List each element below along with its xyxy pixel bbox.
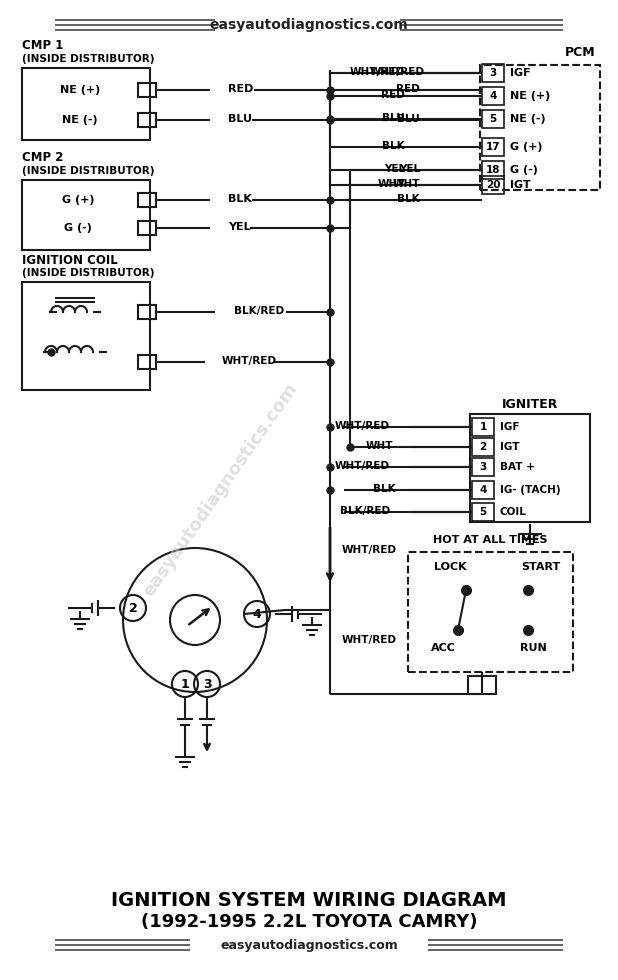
Bar xyxy=(472,503,494,521)
Text: BLK: BLK xyxy=(228,194,252,204)
Text: WHT: WHT xyxy=(392,179,420,189)
Text: RED: RED xyxy=(228,84,253,94)
Text: (INSIDE DISTRIBUTOR): (INSIDE DISTRIBUTOR) xyxy=(22,166,154,176)
Text: G (+): G (+) xyxy=(510,142,543,152)
Text: G (-): G (-) xyxy=(64,223,92,233)
Text: NE (-): NE (-) xyxy=(510,114,546,124)
Text: 4: 4 xyxy=(480,485,487,495)
Bar xyxy=(138,83,156,97)
Text: 20: 20 xyxy=(486,180,500,190)
Text: BLK: BLK xyxy=(397,194,420,204)
Text: WHT/RED: WHT/RED xyxy=(370,67,425,77)
Bar xyxy=(138,355,156,369)
Bar xyxy=(138,221,156,235)
Bar xyxy=(480,65,600,190)
Bar xyxy=(138,305,156,319)
Bar xyxy=(408,552,573,672)
Text: WHT/RED: WHT/RED xyxy=(222,356,277,366)
Text: 2: 2 xyxy=(480,442,486,452)
Text: BAT +: BAT + xyxy=(500,462,535,472)
Bar xyxy=(470,414,590,522)
Text: NE (-): NE (-) xyxy=(62,115,98,125)
Text: WHT/RED: WHT/RED xyxy=(342,545,397,555)
Text: WHT/RED: WHT/RED xyxy=(335,461,390,471)
Text: (INSIDE DISTRIBUTOR): (INSIDE DISTRIBUTOR) xyxy=(22,54,154,64)
Text: BLU: BLU xyxy=(228,114,252,124)
Text: IGNITER: IGNITER xyxy=(502,398,558,411)
Text: 3: 3 xyxy=(489,68,497,78)
Text: IGNITION COIL: IGNITION COIL xyxy=(22,254,118,267)
Text: easyautodiagnostics.com: easyautodiagnostics.com xyxy=(220,939,398,952)
Text: WHT/RED: WHT/RED xyxy=(335,421,390,431)
Text: IGF: IGF xyxy=(500,422,520,432)
Text: G (-): G (-) xyxy=(510,165,538,175)
Text: RED: RED xyxy=(396,84,420,94)
Text: WHT/RED: WHT/RED xyxy=(350,67,405,77)
Bar xyxy=(138,113,156,127)
Bar xyxy=(472,481,494,499)
Text: 3: 3 xyxy=(203,677,211,691)
Text: IGT: IGT xyxy=(510,180,531,190)
Text: 1: 1 xyxy=(180,677,189,691)
Text: IGNITION SYSTEM WIRING DIAGRAM: IGNITION SYSTEM WIRING DIAGRAM xyxy=(111,891,507,909)
Text: easyautodiagnostics.com: easyautodiagnostics.com xyxy=(210,18,408,32)
Text: YEL: YEL xyxy=(399,164,420,174)
Bar xyxy=(482,64,504,82)
Text: NE (+): NE (+) xyxy=(60,85,100,95)
Bar xyxy=(22,282,150,390)
Bar xyxy=(472,458,494,476)
Text: IGT: IGT xyxy=(500,442,520,452)
Text: COIL: COIL xyxy=(500,507,527,517)
Bar xyxy=(138,193,156,207)
Bar xyxy=(22,68,150,140)
Text: 3: 3 xyxy=(480,462,486,472)
Text: 4: 4 xyxy=(253,608,261,620)
Text: YEL: YEL xyxy=(384,164,405,174)
Text: IG- (TACH): IG- (TACH) xyxy=(500,485,561,495)
Text: ACC: ACC xyxy=(431,643,455,653)
Text: PCM: PCM xyxy=(565,46,595,60)
Text: 5: 5 xyxy=(480,507,486,517)
Text: 4: 4 xyxy=(489,91,497,101)
Text: WHT/RED: WHT/RED xyxy=(342,635,397,645)
Text: easyautodiagnostics.com: easyautodiagnostics.com xyxy=(139,380,301,600)
Text: IGF: IGF xyxy=(510,68,531,78)
Text: CMP 2: CMP 2 xyxy=(22,152,64,165)
Text: (1992-1995 2.2L TOYOTA CAMRY): (1992-1995 2.2L TOYOTA CAMRY) xyxy=(141,913,477,931)
Bar xyxy=(482,87,504,105)
Bar xyxy=(472,438,494,456)
Bar xyxy=(482,161,504,179)
Bar xyxy=(472,418,494,436)
Text: G (+): G (+) xyxy=(62,195,95,205)
Text: (INSIDE DISTRIBUTOR): (INSIDE DISTRIBUTOR) xyxy=(22,268,154,278)
Text: CMP 1: CMP 1 xyxy=(22,39,64,53)
Bar xyxy=(482,138,504,156)
Text: HOT AT ALL TIMES: HOT AT ALL TIMES xyxy=(433,535,548,545)
Text: 1: 1 xyxy=(480,422,486,432)
Bar xyxy=(468,676,496,694)
Text: BLK: BLK xyxy=(373,484,396,494)
Text: 18: 18 xyxy=(486,165,500,175)
Text: 17: 17 xyxy=(486,142,501,152)
Text: START: START xyxy=(522,562,561,572)
Text: BLK/RED: BLK/RED xyxy=(340,506,390,516)
Text: BLU: BLU xyxy=(383,113,405,123)
Text: RED: RED xyxy=(381,90,405,100)
Text: BLU: BLU xyxy=(397,114,420,124)
Text: 5: 5 xyxy=(489,114,497,124)
Text: YEL: YEL xyxy=(228,222,251,232)
Bar xyxy=(22,180,150,250)
Text: WHT: WHT xyxy=(365,441,393,451)
Bar xyxy=(482,110,504,128)
Text: RUN: RUN xyxy=(520,643,546,653)
Text: LOCK: LOCK xyxy=(434,562,467,572)
Text: 2: 2 xyxy=(129,602,137,614)
Text: WHT: WHT xyxy=(378,179,405,189)
Text: BLK/RED: BLK/RED xyxy=(234,306,284,316)
Text: BLK: BLK xyxy=(383,141,405,151)
Bar xyxy=(482,176,504,194)
Text: NE (+): NE (+) xyxy=(510,91,550,101)
